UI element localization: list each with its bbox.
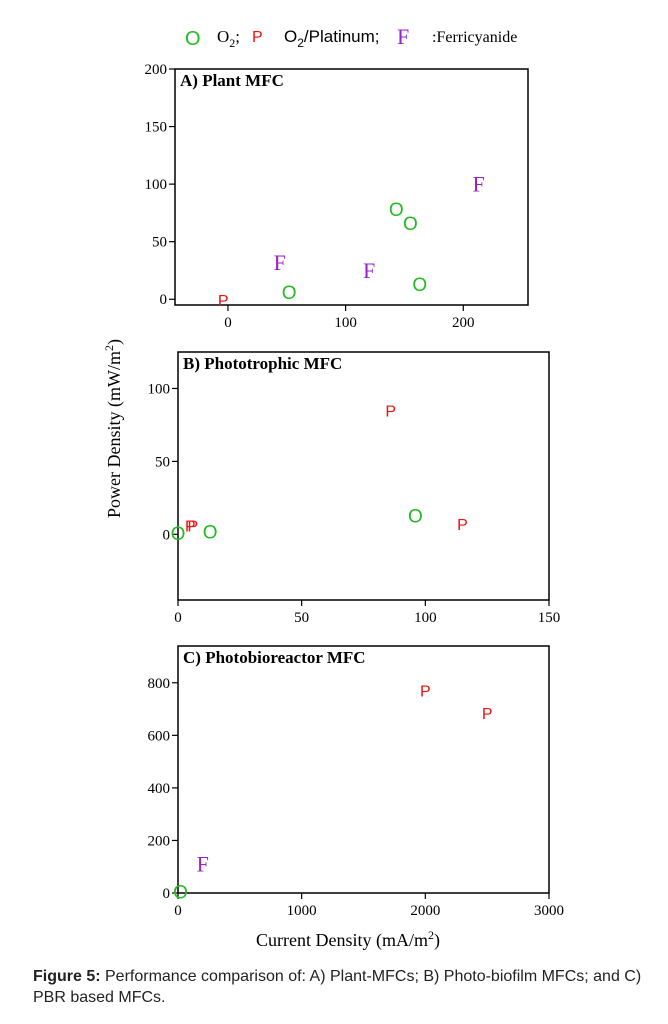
panel-c-point-f: F <box>197 852 209 877</box>
panel-a-xtick-label: 100 <box>334 315 357 331</box>
panel-a-frame <box>174 68 529 306</box>
panel-c-xtick-label: 1000 <box>287 903 317 919</box>
panel-c-point-o: O <box>173 883 188 904</box>
panel-b-ytick-label: 50 <box>155 454 170 470</box>
legend-o-label: O2; <box>217 27 240 50</box>
panel-c-xtick-label: 0 <box>174 903 182 919</box>
legend-p-marker: P <box>252 29 263 46</box>
panel-c-point-p: P <box>482 706 493 723</box>
panel-c-ytick-label: 800 <box>148 676 171 692</box>
panel-b-xtick-label: 100 <box>414 610 437 626</box>
panel-a-point-o: O <box>282 283 297 304</box>
legend-o-marker: O <box>185 28 201 50</box>
panel-a-point-p: P <box>218 293 229 310</box>
legend-f-label: :Ferricyanide <box>432 29 517 46</box>
y-axis-label: Power Density (mW/m2) <box>102 339 125 518</box>
panel-c-xtick-label: 3000 <box>534 903 564 919</box>
panel-a-title: A) Plant MFC <box>180 71 284 90</box>
panel-c-frame <box>177 645 550 894</box>
legend-f-marker: F <box>397 24 409 49</box>
caption-label: Figure 5: <box>33 968 101 985</box>
panel-b-ytick-label: 100 <box>148 381 171 397</box>
figure-svg: O O2; P O2/Platinum; F :Ferricyanide A) … <box>102 24 564 951</box>
panel-b-xtick-label: 0 <box>174 610 182 626</box>
panel-c-point-p: P <box>420 683 431 700</box>
panel-a-xtick-label: 200 <box>452 315 475 331</box>
panel-b-point-o: O <box>171 524 186 545</box>
panel-c-ytick-label: 0 <box>163 886 171 902</box>
panel-c-ytick-label: 600 <box>148 728 171 744</box>
panel-a-point-o: O <box>403 214 418 235</box>
panel-a-point-o: O <box>412 275 427 296</box>
panel-a-ytick-label: 0 <box>160 292 168 308</box>
panel-b-xtick-label: 50 <box>294 610 309 626</box>
panel-a-ytick-label: 150 <box>145 120 168 136</box>
panel-b-ytick-label: 0 <box>163 527 171 543</box>
panel-a-xtick-label: 0 <box>224 315 232 331</box>
panel-b-point-p: P <box>185 519 196 536</box>
panel-a-point-f: F <box>363 258 375 283</box>
panel-c: C) Photobioreactor MFC 0 200 400 600 800 0 1000… <box>148 645 564 919</box>
panel-a-ytick-label: 100 <box>145 177 168 193</box>
panel-a-point-o: O <box>389 200 404 221</box>
panel-a-point-f: F <box>274 250 286 275</box>
panel-b-point-o: O <box>408 506 423 527</box>
panel-a-point-f: F <box>472 172 484 197</box>
panel-b-point-o: O <box>203 522 218 543</box>
figure-caption: Figure 5: Performance comparison of: A) … <box>33 966 653 1008</box>
legend: O O2; P O2/Platinum; F :Ferricyanide <box>185 24 517 50</box>
panel-a-ytick-label: 50 <box>152 235 167 251</box>
panel-c-ytick-label: 400 <box>148 781 171 797</box>
caption-text: Performance comparison of: A) Plant-MFCs… <box>33 968 642 1006</box>
panel-b-xtick-label: 150 <box>538 610 561 626</box>
legend-p-label: O2/Platinum; <box>284 27 380 50</box>
panel-b-frame <box>177 351 550 601</box>
panel-c-ytick-label: 200 <box>148 833 171 849</box>
panel-b-title: B) Phototrophic MFC <box>183 354 342 373</box>
panel-c-xtick-label: 2000 <box>410 903 440 919</box>
x-axis-label: Current Density (mA/m2) <box>256 928 440 951</box>
panel-a-ytick-label: 200 <box>145 62 168 78</box>
panel-b-point-p: P <box>188 519 199 536</box>
panel-c-title: C) Photobioreactor MFC <box>183 648 366 667</box>
panel-b-point-p: P <box>385 403 396 420</box>
panel-b-point-p: P <box>457 517 468 534</box>
